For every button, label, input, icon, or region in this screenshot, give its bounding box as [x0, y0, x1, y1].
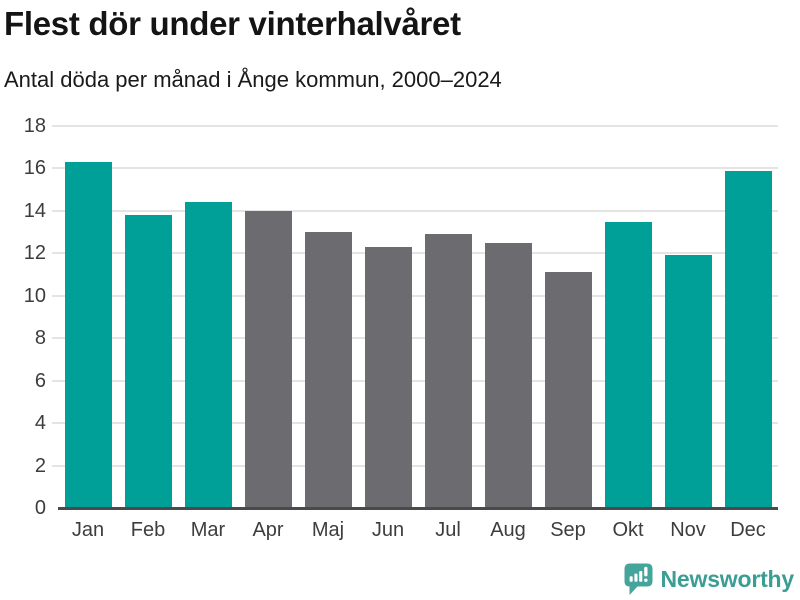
- bar-jul: [424, 234, 472, 508]
- bar-jan: [64, 162, 112, 508]
- x-axis-label-mar: Mar: [190, 519, 226, 541]
- bar-sep: [544, 272, 592, 508]
- y-gridline-10: [52, 294, 778, 297]
- y-gridline-4: [52, 422, 778, 425]
- y-gridline-12: [52, 252, 778, 255]
- y-gridline-6: [52, 379, 778, 382]
- x-axis-label-maj: Maj: [311, 519, 345, 541]
- y-axis-tick-label: 2: [34, 454, 46, 477]
- x-axis-label-jan: Jan: [71, 519, 105, 541]
- x-axis-label-feb: Feb: [130, 519, 166, 541]
- y-axis-tick-label: 4: [34, 412, 46, 435]
- logo-bubble-shape: [624, 563, 653, 595]
- x-axis-label-dec: Dec: [730, 519, 766, 541]
- y-axis-tick-label: 10: [23, 284, 46, 307]
- x-axis-label-nov: Nov: [670, 519, 706, 541]
- bar-feb: [124, 215, 172, 508]
- bar-okt: [604, 221, 652, 508]
- y-axis-tick-label: 8: [34, 327, 46, 350]
- y-gridline-16: [52, 167, 778, 170]
- y-gridline-8: [52, 337, 778, 340]
- y-gridline-2: [52, 464, 778, 467]
- x-axis-label-okt: Okt: [612, 519, 644, 541]
- y-axis-tick-label: 16: [23, 157, 46, 180]
- bar-jun: [364, 246, 412, 508]
- x-axis-label-jun: Jun: [371, 519, 405, 541]
- bar-aug: [484, 242, 532, 508]
- y-axis-tick-label: 12: [23, 242, 46, 265]
- bar-apr: [244, 210, 292, 508]
- brand-footer: Newsworthy: [624, 563, 794, 596]
- bar-mar: [184, 202, 232, 508]
- x-axis-label-jul: Jul: [435, 519, 461, 541]
- bar-nov: [664, 255, 712, 508]
- chart-title: Flest dör under vinterhalvåret: [4, 5, 461, 42]
- brand-name: Newsworthy: [660, 566, 795, 592]
- y-axis-tick-label: 14: [23, 199, 46, 222]
- x-axis-label-aug: Aug: [490, 519, 526, 541]
- bar-maj: [304, 232, 352, 508]
- y-axis-tick-label: 6: [34, 369, 46, 392]
- y-axis-tick-label: 0: [34, 497, 46, 519]
- x-axis-label-apr: Apr: [252, 519, 284, 541]
- x-axis-line: [58, 507, 778, 510]
- x-axis-label-sep: Sep: [550, 519, 586, 541]
- newsworthy-logo-icon: [624, 563, 653, 595]
- y-gridline-18: [52, 125, 778, 127]
- chart-subtitle: Antal döda per månad i Ånge kommun, 2000…: [4, 67, 502, 92]
- bar-dec: [724, 170, 772, 508]
- y-gridline-14: [52, 209, 778, 212]
- y-axis-tick-label: 18: [23, 115, 46, 137]
